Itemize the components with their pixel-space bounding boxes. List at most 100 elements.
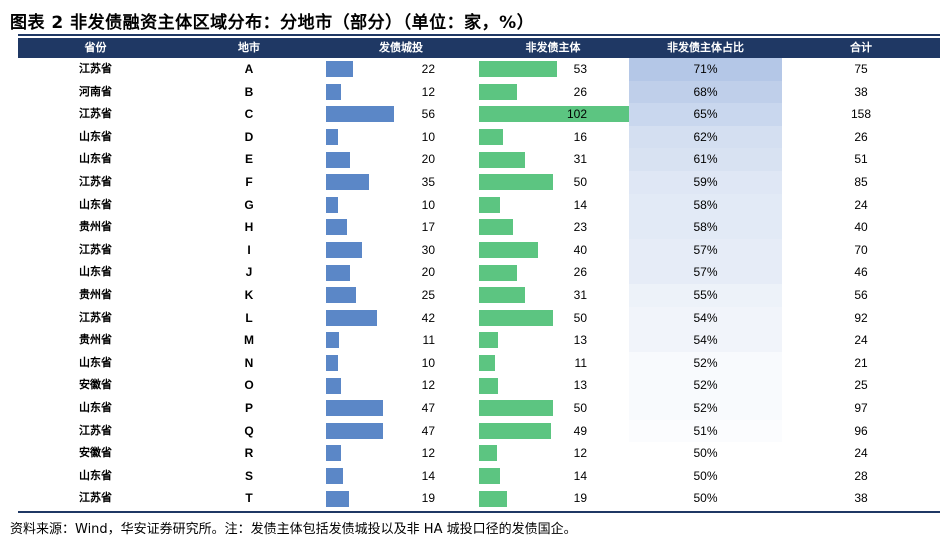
- table-row: 江苏省 A 22 53 71% 75: [18, 58, 940, 81]
- bond-issuers-bar: [326, 151, 351, 168]
- bond-issuers-value: 14: [421, 468, 435, 483]
- non-bond-ratio-cell: 68%: [629, 80, 782, 104]
- bond-issuers-cell: 47: [325, 420, 477, 443]
- province-cell: 山东省: [79, 152, 112, 166]
- bond-issuers-value: 19: [421, 491, 435, 506]
- table-row: 江苏省 Q 47 49 51% 96: [18, 419, 940, 443]
- bond-issuers-bar: [326, 332, 340, 349]
- non-bond-entities-bar: [479, 377, 499, 394]
- bond-issuers-value: 25: [421, 287, 435, 302]
- non-bond-entities-cell: 49: [477, 420, 629, 443]
- non-bond-entities-value: 13: [573, 333, 587, 348]
- table-row: 贵州省 M 11 13 54% 24: [18, 329, 940, 352]
- non-bond-entities-value: 50: [573, 400, 587, 415]
- non-bond-entities-cell: 40: [477, 239, 629, 262]
- total-cell: 75: [854, 62, 868, 76]
- city-cell: O: [244, 378, 254, 393]
- non-bond-entities-value: 19: [573, 491, 587, 506]
- bond-issuers-cell: 11: [325, 329, 477, 352]
- non-bond-entities-value: 50: [573, 310, 587, 325]
- bond-issuers-value: 30: [421, 242, 435, 257]
- non-bond-ratio-cell: 54%: [629, 306, 782, 330]
- non-bond-ratio-cell: 50%: [629, 487, 782, 510]
- table-row: 山东省 D 10 16 62% 26: [18, 125, 940, 149]
- non-bond-ratio-cell: 61%: [629, 148, 782, 171]
- province-cell: 江苏省: [79, 423, 112, 437]
- non-bond-entities-value: 13: [573, 378, 587, 393]
- non-bond-entities-value: 53: [573, 62, 587, 76]
- non-bond-entities-bar: [479, 106, 629, 123]
- bond-issuers-bar: [326, 61, 353, 78]
- header-province: 省份: [84, 41, 107, 54]
- province-cell: 河南省: [79, 84, 112, 98]
- non-bond-ratio-cell: 52%: [629, 396, 782, 420]
- title-rule: [18, 34, 940, 36]
- table-row: 山东省 J 20 26 57% 46: [18, 261, 940, 284]
- non-bond-entities-value: 14: [573, 197, 587, 212]
- table-row: 江苏省 L 42 50 54% 92: [18, 306, 940, 330]
- province-cell: 江苏省: [79, 174, 112, 188]
- city-cell: N: [244, 355, 254, 370]
- non-bond-ratio-cell: 71%: [629, 58, 782, 81]
- province-cell: 江苏省: [79, 491, 112, 505]
- city-cell: J: [245, 265, 253, 280]
- bond-issuers-bar: [326, 355, 339, 372]
- non-bond-entities-bar: [479, 219, 513, 236]
- non-bond-entities-bar: [479, 196, 500, 213]
- total-cell: 96: [854, 423, 868, 438]
- table-row: 江苏省 T 19 19 50% 38: [18, 487, 940, 510]
- non-bond-entities-bar: [479, 422, 552, 439]
- bond-issuers-bar: [326, 242, 363, 259]
- non-bond-ratio-cell: 57%: [629, 261, 782, 284]
- bond-issuers-cell: 12: [325, 442, 477, 465]
- bond-issuers-cell: 12: [325, 81, 477, 104]
- non-bond-entities-value: 23: [573, 220, 587, 235]
- bottom-rule: [18, 511, 940, 513]
- non-bond-entities-cell: 14: [477, 194, 629, 217]
- data-table: 省份 地市 发债城投 非发债主体 非发债主体占比 合计 江苏省 A 22 53 71% 7…: [18, 38, 940, 510]
- non-bond-entities-value: 12: [573, 446, 587, 461]
- bond-issuers-value: 12: [421, 446, 435, 461]
- bond-issuers-cell: 42: [325, 307, 477, 330]
- bond-issuers-value: 10: [421, 129, 435, 144]
- bond-issuers-value: 11: [422, 333, 435, 348]
- non-bond-entities-value: 50: [573, 174, 587, 189]
- province-cell: 贵州省: [79, 333, 112, 347]
- city-cell: S: [244, 468, 253, 483]
- non-bond-entities-cell: 26: [477, 81, 629, 104]
- city-cell: P: [244, 400, 253, 415]
- province-cell: 山东省: [79, 129, 112, 143]
- non-bond-entities-bar: [479, 400, 553, 417]
- table-row: 安徽省 R 12 12 50% 24: [18, 442, 940, 465]
- province-cell: 江苏省: [79, 310, 112, 324]
- bond-issuers-value: 12: [421, 378, 435, 393]
- total-cell: 24: [854, 446, 868, 461]
- total-cell: 40: [854, 220, 868, 235]
- non-bond-entities-bar: [479, 490, 507, 507]
- non-bond-entities-bar: [479, 242, 538, 259]
- non-bond-entities-bar: [479, 467, 500, 484]
- total-cell: 92: [854, 310, 868, 325]
- city-cell: R: [244, 446, 254, 461]
- total-cell: 85: [854, 174, 868, 189]
- table-row: 贵州省 K 25 31 55% 56: [18, 283, 940, 307]
- city-cell: M: [244, 333, 254, 348]
- province-cell: 安徽省: [79, 378, 112, 392]
- non-bond-ratio-cell: 58%: [629, 216, 782, 239]
- non-bond-entities-bar: [479, 445, 497, 462]
- bond-issuers-value: 42: [421, 310, 435, 325]
- non-bond-entities-bar: [479, 264, 518, 281]
- non-bond-entities-cell: 19: [477, 487, 629, 510]
- total-cell: 28: [854, 468, 868, 483]
- non-bond-ratio-cell: 50%: [629, 442, 782, 465]
- bond-issuers-cell: 14: [325, 465, 477, 488]
- bond-issuers-bar: [326, 264, 351, 281]
- province-cell: 山东省: [79, 468, 112, 482]
- non-bond-entities-cell: 16: [477, 126, 629, 149]
- province-cell: 山东省: [79, 265, 112, 279]
- total-cell: 158: [850, 107, 872, 122]
- city-cell: Q: [244, 423, 254, 438]
- city-cell: L: [245, 310, 253, 325]
- table-row: 江苏省 I 30 40 57% 70: [18, 238, 940, 262]
- bond-issuers-bar: [326, 83, 341, 100]
